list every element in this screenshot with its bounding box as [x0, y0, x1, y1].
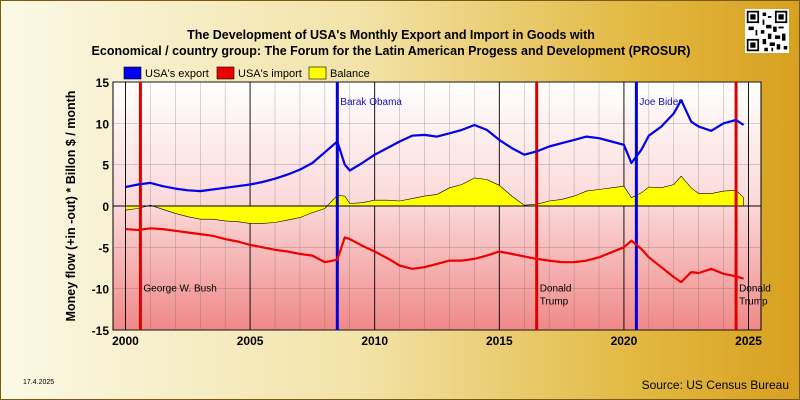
source-note: Source: US Census Bureau	[641, 378, 789, 392]
x-tick-label: 2005	[237, 334, 264, 348]
y-tick-label: 5	[102, 159, 109, 173]
import-series-line	[125, 227, 744, 284]
legend-export-label: USA's export	[145, 68, 209, 80]
x-tick-label: 2015	[486, 334, 513, 348]
export-series-line	[125, 99, 745, 193]
date-stamp: 17.4.2025	[23, 379, 55, 386]
legend-balance-label: Balance	[330, 68, 370, 80]
event-label: Donald Trump	[540, 284, 572, 308]
y-tick-label: -10	[92, 283, 110, 297]
event-label: Donald Trump	[739, 284, 771, 308]
y-tick-label: 15	[96, 76, 110, 90]
event-label: George W. Bush	[143, 284, 216, 295]
x-tick-label: 2010	[361, 334, 388, 348]
qr-code-icon	[745, 9, 789, 53]
chart-title-line1: The Development of USA's Monthly Export …	[187, 28, 595, 42]
legend-import-label: USA's import	[238, 68, 302, 80]
legend-balance-swatch	[308, 66, 327, 80]
balance-area	[125, 175, 744, 224]
y-tick-label: -5	[98, 241, 109, 255]
chart-title-line2: Economical / country group: The Forum fo…	[91, 44, 691, 58]
legend-import-swatch	[216, 66, 235, 80]
y-tick-label: 0	[102, 200, 109, 214]
x-tick-label: 2020	[611, 334, 638, 348]
event-label: Barak Obama	[340, 97, 402, 108]
x-tick-label: 2000	[112, 334, 139, 348]
legend-export-swatch	[123, 66, 142, 80]
event-label: Joe Biden	[639, 97, 683, 108]
chart-title: The Development of USA's Monthly Export …	[41, 27, 741, 59]
y-tick-label: -15	[92, 324, 110, 338]
y-tick-label: 10	[96, 117, 110, 131]
x-tick-label: 2025	[735, 334, 762, 348]
